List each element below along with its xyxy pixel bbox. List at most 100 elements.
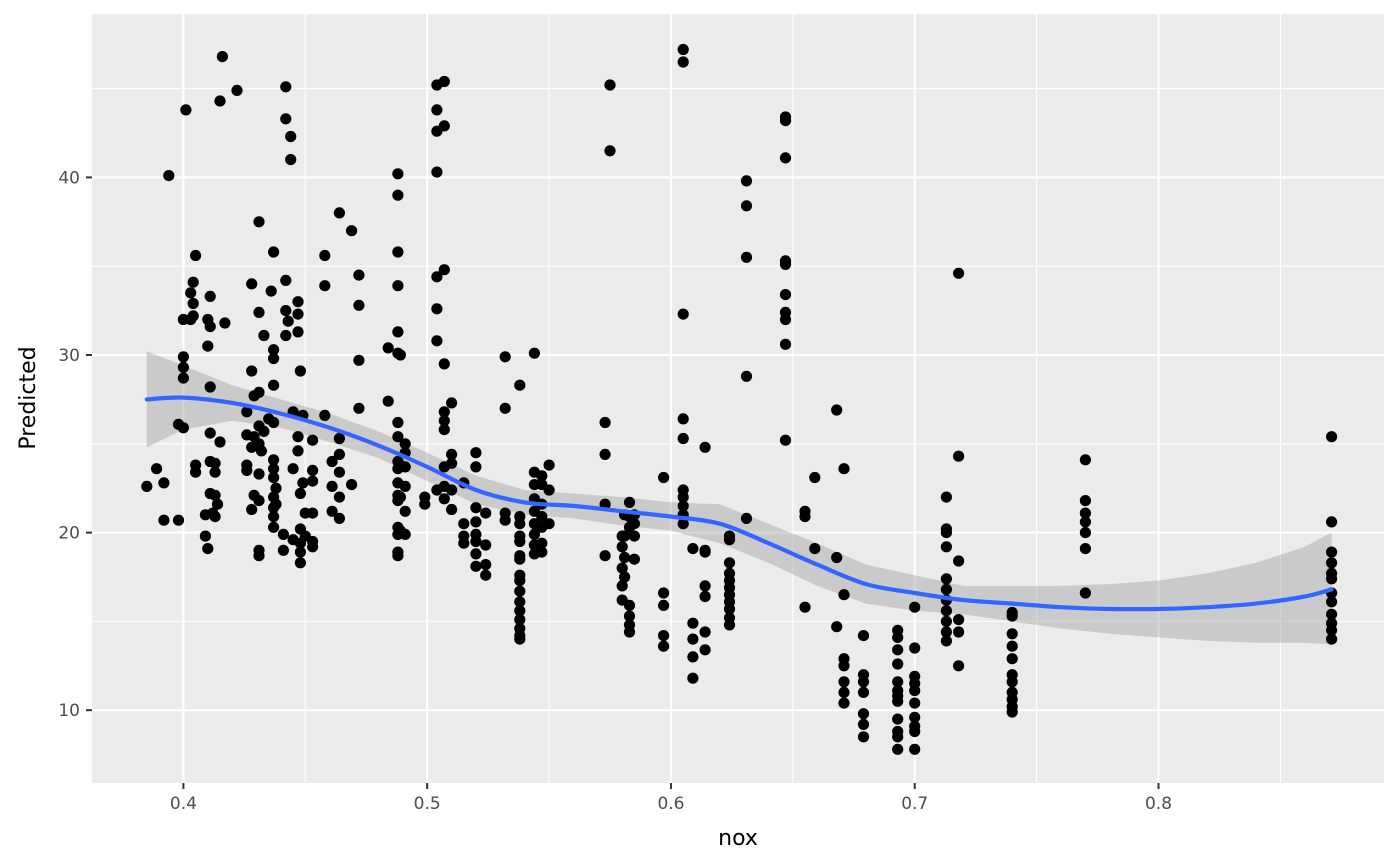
data-point	[438, 120, 450, 132]
data-point	[677, 432, 689, 445]
data-point	[353, 269, 365, 281]
data-point	[658, 599, 670, 612]
data-point	[446, 397, 458, 409]
data-point	[158, 514, 170, 526]
data-point	[604, 79, 616, 91]
data-point	[514, 574, 526, 587]
data-point	[419, 498, 431, 510]
y-tick-label: 40	[58, 168, 80, 188]
data-point	[909, 685, 921, 697]
data-point	[909, 601, 921, 613]
x-tick-label: 0.4	[170, 794, 197, 814]
data-point	[241, 464, 253, 476]
data-point	[909, 743, 921, 755]
data-point	[392, 550, 404, 562]
data-point	[280, 113, 292, 125]
data-point	[333, 432, 345, 445]
data-point	[940, 615, 953, 628]
data-point	[255, 445, 267, 457]
data-point	[204, 381, 216, 393]
data-point	[779, 434, 792, 446]
data-point	[268, 344, 280, 356]
data-point	[253, 495, 265, 507]
data-point	[909, 697, 921, 709]
data-point	[438, 406, 450, 418]
data-point	[831, 551, 843, 564]
data-point	[431, 335, 443, 347]
data-point	[253, 550, 265, 562]
data-point	[353, 299, 365, 311]
data-point	[779, 313, 792, 326]
data-point	[268, 246, 280, 258]
data-point	[392, 280, 404, 292]
data-point	[619, 530, 631, 542]
data-point	[740, 512, 753, 525]
data-point	[687, 633, 699, 645]
data-point	[446, 503, 458, 516]
data-point	[294, 546, 306, 558]
data-point	[151, 463, 163, 475]
data-point	[480, 539, 492, 551]
data-point	[628, 530, 641, 542]
data-point	[399, 438, 411, 450]
data-point	[838, 463, 850, 475]
data-point	[307, 475, 319, 487]
data-point	[723, 603, 736, 615]
data-point	[658, 471, 670, 484]
data-point	[514, 379, 526, 391]
data-point	[438, 424, 450, 436]
data-point	[499, 402, 511, 414]
y-axis-title: Predicted	[16, 346, 41, 449]
data-point	[214, 95, 226, 107]
data-point	[446, 484, 458, 496]
data-point	[1006, 640, 1018, 652]
data-point	[209, 457, 221, 469]
data-point	[394, 349, 406, 361]
data-point	[190, 249, 202, 262]
data-point	[658, 640, 670, 652]
data-point	[940, 541, 953, 553]
data-point	[141, 480, 153, 492]
data-point	[740, 200, 753, 212]
data-point	[619, 551, 631, 564]
data-point	[392, 246, 404, 258]
data-point	[216, 51, 228, 63]
data-point	[857, 676, 870, 688]
data-point	[268, 416, 280, 429]
data-point	[292, 326, 304, 338]
data-point	[480, 559, 492, 571]
data-point	[831, 404, 843, 416]
data-point	[185, 287, 197, 299]
data-point	[699, 626, 711, 638]
data-point	[265, 285, 277, 297]
data-point	[514, 596, 526, 608]
data-point	[277, 544, 289, 556]
data-point	[392, 189, 404, 201]
data-point	[333, 207, 345, 219]
data-point	[333, 512, 345, 525]
data-point	[446, 457, 458, 469]
data-point	[1326, 573, 1338, 585]
data-point	[280, 305, 292, 317]
data-point	[253, 468, 265, 480]
data-point	[292, 296, 304, 308]
data-point	[799, 510, 811, 523]
data-point	[431, 104, 443, 116]
data-point	[277, 528, 289, 541]
smooth-line-layer	[144, 395, 1334, 612]
data-point	[399, 461, 411, 473]
data-point	[677, 518, 689, 530]
data-point	[723, 534, 736, 546]
data-point	[536, 546, 548, 558]
data-point	[953, 267, 965, 279]
data-point	[241, 406, 253, 418]
data-point	[246, 503, 258, 516]
data-point	[307, 464, 319, 476]
data-point	[528, 528, 541, 541]
data-point	[779, 289, 792, 301]
data-point	[623, 626, 636, 638]
data-point	[687, 617, 699, 629]
data-point	[399, 528, 411, 541]
data-point	[599, 550, 611, 562]
data-point	[1326, 624, 1338, 636]
